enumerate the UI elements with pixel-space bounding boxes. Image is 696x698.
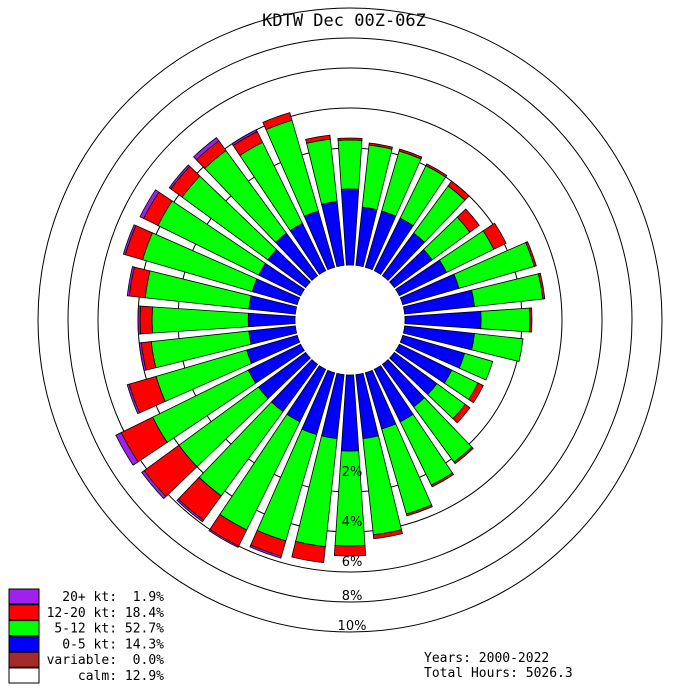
legend-swatch-5: [8, 667, 40, 684]
footer-total-hours: Total Hours: 5026.3: [424, 666, 573, 681]
bar-320-20-kt: [193, 137, 220, 161]
ring-label-8: 8%: [342, 589, 363, 604]
bar-50-12-20-kt: [456, 208, 480, 233]
bar-350-12-20-kt: [305, 134, 331, 144]
ring-label-4: 4%: [342, 515, 363, 530]
bar-220-20-kt: [176, 498, 205, 523]
bar-270-12-20-kt: [139, 305, 153, 335]
bar-0-0-5-kt: [340, 188, 360, 266]
bar-270-20-kt: [137, 305, 141, 335]
legend-label-0: 20+ kt: 1.9%: [62, 590, 164, 605]
legend-swatch-1: [8, 604, 40, 621]
bar-160-12-20-kt: [405, 504, 433, 517]
bar-300-20-kt: [139, 189, 160, 219]
footer-years: Years: 2000-2022: [424, 651, 549, 666]
bar-240-20-kt: [115, 432, 139, 466]
chart-title: KDTW Dec 00Z-06Z: [262, 11, 426, 31]
legend-swatch-2: [8, 620, 40, 637]
bar-70-12-20-kt: [525, 241, 537, 267]
bar-150-12-20-kt: [430, 472, 455, 488]
bar-0-5-12-kt: [337, 139, 363, 190]
bar-210-20-kt: [208, 528, 240, 548]
bar-90-12-20-kt: [529, 307, 533, 333]
bar-20-12-20-kt: [398, 148, 423, 160]
bar-200-20-kt: [249, 544, 282, 559]
bar-180-12-20-kt: [333, 545, 367, 557]
bar-90-5-12-kt: [480, 307, 531, 333]
legend-swatch-4: [8, 651, 40, 668]
ring-label-2: 2%: [342, 465, 363, 480]
bar-90-0-5-kt: [404, 310, 482, 330]
bar-290-20-kt: [122, 224, 137, 256]
bar-260-20-kt: [138, 342, 147, 372]
bar-170-12-20-kt: [372, 529, 403, 540]
bar-330-20-kt: [231, 129, 258, 147]
bar-280-20-kt: [126, 266, 135, 297]
bar-180-0-5-kt: [340, 374, 360, 452]
legend-label-1: 12-20 kt: 18.4%: [47, 606, 165, 621]
legend-swatch-0: [8, 588, 40, 605]
bar-120-12-20-kt: [468, 382, 484, 404]
bar-110-5-12-kt: [458, 352, 494, 381]
bar-0-12-20-kt: [337, 137, 363, 141]
bar-190-12-20-kt: [291, 540, 326, 564]
legend-label-3: 0-5 kt: 14.3%: [62, 637, 164, 652]
bar-80-12-20-kt: [537, 272, 546, 300]
bar-130-12-20-kt: [452, 403, 471, 424]
bar-340-12-20-kt: [262, 112, 293, 131]
legend-label-5: calm: 12.9%: [78, 669, 164, 684]
ring-8: [67, 37, 633, 603]
bar-100-5-12-kt: [471, 333, 524, 362]
ring-6: [97, 67, 603, 573]
ring-label-6: 6%: [342, 555, 363, 570]
bar-270-0-5-kt: [247, 312, 296, 328]
bar-10-12-20-kt: [368, 142, 393, 150]
bar-230-20-kt: [141, 470, 167, 500]
bar-40-12-20-kt: [447, 180, 470, 201]
bar-250-20-kt: [126, 383, 141, 415]
bar-270-5-12-kt: [151, 306, 249, 334]
bar-30-12-20-kt: [425, 163, 448, 178]
ring-labels: 2% 4% 6% 8% 10%: [338, 465, 367, 634]
legend-label-2: 5-12 kt: 52.7%: [54, 622, 164, 637]
legend-swatch-3: [8, 635, 40, 652]
legend-label-4: variable: 0.0%: [47, 653, 165, 668]
bar-60-12-20-kt: [482, 222, 507, 250]
direction-bars: [115, 112, 546, 564]
ring-label-10: 10%: [338, 619, 367, 634]
bar-140-12-20-kt: [453, 446, 474, 465]
legend: 20+ kt: 1.9%12-20 kt: 18.4%5-12 kt: 52.7…: [8, 588, 165, 684]
bar-310-20-kt: [168, 164, 191, 190]
ring-10: [37, 7, 663, 633]
